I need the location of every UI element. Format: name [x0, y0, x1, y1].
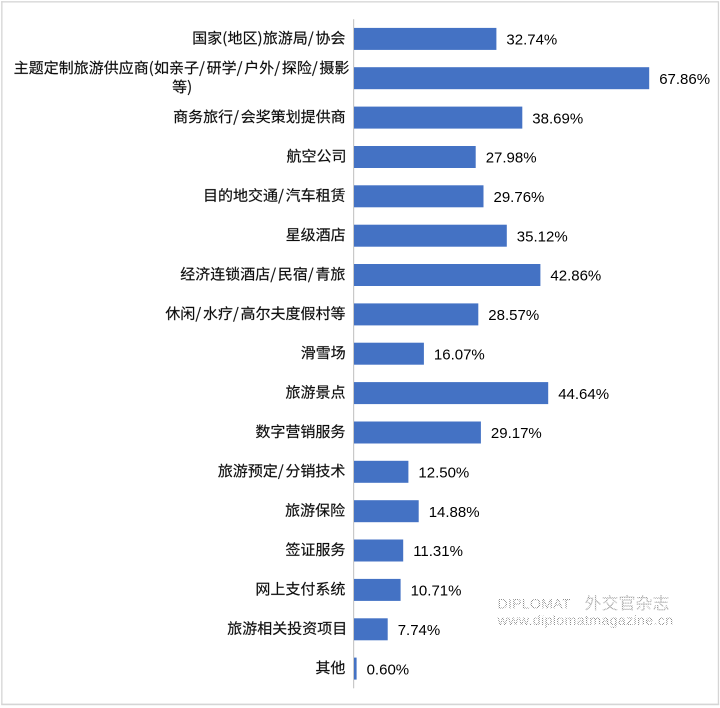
svg-text:38.69%: 38.69% — [532, 110, 583, 127]
svg-text:29.76%: 29.76% — [494, 189, 545, 206]
svg-text:67.86%: 67.86% — [659, 71, 710, 88]
svg-text:0.60%: 0.60% — [367, 661, 410, 678]
svg-text:14.88%: 14.88% — [429, 504, 480, 521]
svg-text:DIPLOMAT: DIPLOMAT — [498, 597, 571, 613]
svg-text:42.86%: 42.86% — [550, 268, 601, 285]
svg-text:16.07%: 16.07% — [434, 346, 485, 363]
svg-text:32.74%: 32.74% — [506, 32, 557, 49]
svg-text:12.50%: 12.50% — [418, 465, 469, 482]
svg-text:27.98%: 27.98% — [486, 150, 537, 167]
svg-text:7.74%: 7.74% — [398, 622, 441, 639]
svg-text:11.31%: 11.31% — [413, 543, 463, 560]
svg-text:44.64%: 44.64% — [558, 386, 609, 403]
svg-text:35.12%: 35.12% — [517, 228, 568, 245]
svg-text:www.diplomatmagazine.cn: www.diplomatmagazine.cn — [497, 613, 674, 629]
svg-text:10.71%: 10.71% — [411, 583, 462, 600]
svg-text:28.57%: 28.57% — [488, 307, 539, 324]
svg-text:29.17%: 29.17% — [491, 425, 542, 442]
